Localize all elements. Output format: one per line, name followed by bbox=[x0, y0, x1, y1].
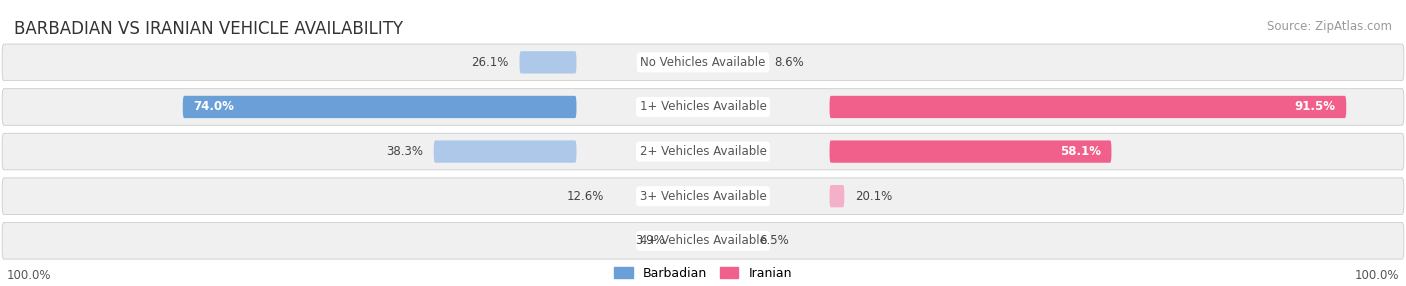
Legend: Barbadian, Iranian: Barbadian, Iranian bbox=[614, 267, 792, 280]
FancyBboxPatch shape bbox=[520, 51, 576, 74]
Text: 58.1%: 58.1% bbox=[1060, 145, 1101, 158]
Text: 6.5%: 6.5% bbox=[759, 234, 789, 247]
Text: 1+ Vehicles Available: 1+ Vehicles Available bbox=[640, 100, 766, 114]
Text: 74.0%: 74.0% bbox=[194, 100, 235, 114]
FancyBboxPatch shape bbox=[1, 223, 1403, 259]
FancyBboxPatch shape bbox=[1, 133, 1403, 170]
Text: BARBADIAN VS IRANIAN VEHICLE AVAILABILITY: BARBADIAN VS IRANIAN VEHICLE AVAILABILIT… bbox=[14, 20, 404, 38]
FancyBboxPatch shape bbox=[830, 185, 844, 207]
Text: 12.6%: 12.6% bbox=[567, 190, 605, 203]
Text: 26.1%: 26.1% bbox=[471, 56, 509, 69]
Text: 91.5%: 91.5% bbox=[1295, 100, 1336, 114]
Text: 20.1%: 20.1% bbox=[855, 190, 891, 203]
Text: 2+ Vehicles Available: 2+ Vehicles Available bbox=[640, 145, 766, 158]
Text: 38.3%: 38.3% bbox=[387, 145, 423, 158]
Text: Source: ZipAtlas.com: Source: ZipAtlas.com bbox=[1267, 20, 1392, 33]
Text: 3+ Vehicles Available: 3+ Vehicles Available bbox=[640, 190, 766, 203]
FancyBboxPatch shape bbox=[1, 89, 1403, 125]
Text: No Vehicles Available: No Vehicles Available bbox=[640, 56, 766, 69]
Text: 100.0%: 100.0% bbox=[1354, 269, 1399, 282]
Text: 100.0%: 100.0% bbox=[7, 269, 52, 282]
FancyBboxPatch shape bbox=[1, 178, 1403, 214]
FancyBboxPatch shape bbox=[434, 140, 576, 163]
FancyBboxPatch shape bbox=[1, 44, 1403, 81]
FancyBboxPatch shape bbox=[183, 96, 576, 118]
FancyBboxPatch shape bbox=[830, 140, 1111, 163]
Text: 4+ Vehicles Available: 4+ Vehicles Available bbox=[640, 234, 766, 247]
Text: 8.6%: 8.6% bbox=[775, 56, 804, 69]
FancyBboxPatch shape bbox=[830, 96, 1347, 118]
Text: 3.9%: 3.9% bbox=[636, 234, 665, 247]
